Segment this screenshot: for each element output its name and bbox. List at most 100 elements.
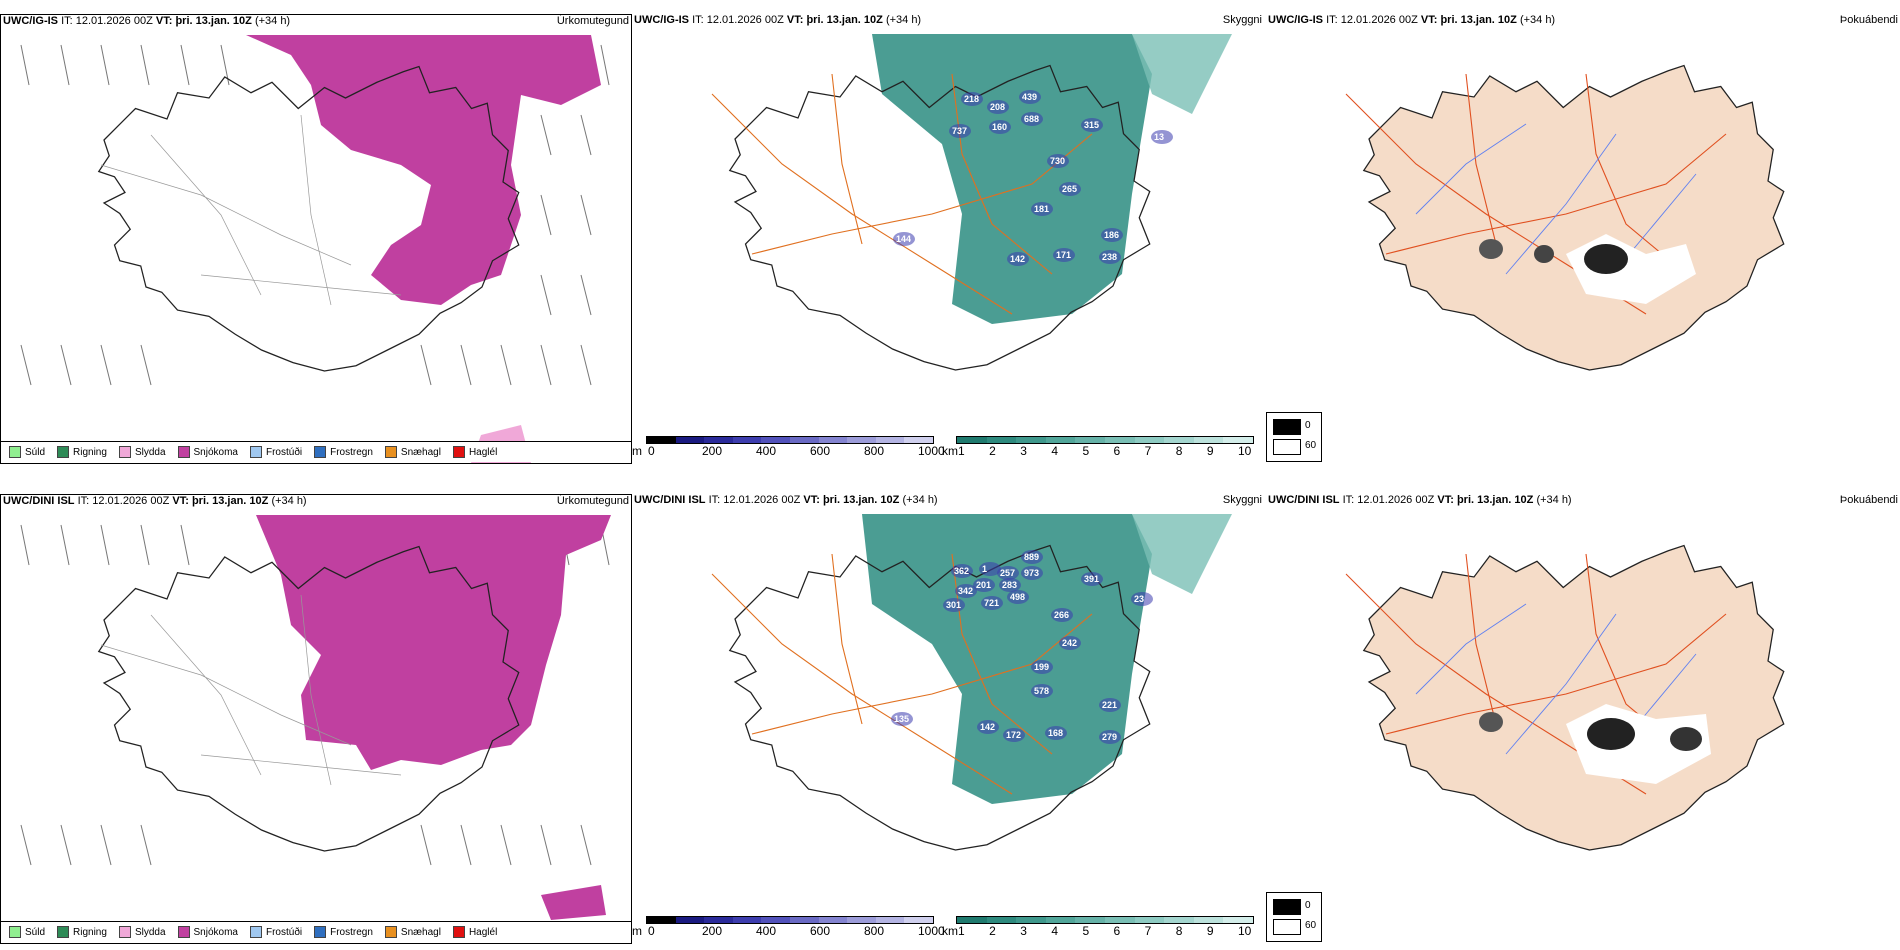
ceiling-label-bg <box>999 578 1021 592</box>
panel-title-row1-cloud: UWC/IG-IS IT: 12.01.2026 00Z VT: þri. 13… <box>634 14 921 26</box>
ceiling-value-label: 257 <box>1000 568 1015 578</box>
ceiling-label-bg <box>1045 726 1067 740</box>
colorbar-cell <box>1223 437 1253 443</box>
legend-swatch <box>9 446 21 458</box>
legend-label: Slydda <box>134 926 166 938</box>
ceiling-label-bg <box>943 598 965 612</box>
visibility-colorbar-row1: km 1 2 3 4 5 6 7 8 9 10 <box>942 434 1262 460</box>
panel-type-label: Skyggni <box>1222 494 1262 506</box>
ceiling-label-bg <box>997 566 1019 580</box>
legend-label: Frostúði <box>265 926 303 938</box>
ceiling-value-label: 242 <box>1062 638 1077 648</box>
ceiling-value-label: 160 <box>992 122 1007 132</box>
panel-title-row2-cloud: UWC/DINI ISL IT: 12.01.2026 00Z VT: þri.… <box>634 494 938 506</box>
fog-map-row1 <box>1345 64 1785 371</box>
model-name: UWC/IG-IS <box>1268 14 1323 26</box>
legend-swatch <box>177 926 190 938</box>
ceiling-value-label: 578 <box>1034 686 1049 696</box>
vt-value: þri. 13.jan. 10Z <box>1440 14 1517 26</box>
ceiling-value-label: 315 <box>1084 120 1099 130</box>
panel-title-row2-precip: UWC/DINI ISL IT: 12.01.2026 00Z VT: þri.… <box>3 495 307 507</box>
colorbar-tick: 4 <box>1051 924 1059 938</box>
cloud-panel-row1: 218 208 439 737 160 688 315 13 730 265 181 186 144 14… <box>632 14 1264 462</box>
colorbar-tick: 9 <box>1206 924 1214 938</box>
fog-panel-row2: UWC/DINI ISL IT: 12.01.2026 00Z VT: þri.… <box>1266 494 1900 942</box>
ceiling-label-bg <box>1059 636 1081 650</box>
colorbar-tick: 5 <box>1082 444 1090 458</box>
ceiling-label-bg <box>1019 90 1041 104</box>
precip-legend-item: Rigning <box>57 926 107 938</box>
legend-label: Frostúði <box>265 446 303 458</box>
legend-label: Snæhagl <box>400 446 441 458</box>
colorbar-cell <box>957 917 987 923</box>
legend-label: Haglél <box>468 446 498 458</box>
ceiling-colorbar-row2: m 0 200 400 600 800 1000 <box>632 914 945 940</box>
precip-legend-item: Frostúði <box>249 926 303 938</box>
colorbar-tick: 1 <box>958 444 965 458</box>
fog-legend-swatch <box>1273 419 1301 435</box>
colorbar-cell <box>1164 917 1194 923</box>
legend-swatch <box>249 446 262 458</box>
colorbar-tick: 0 <box>648 444 655 458</box>
model-name: UWC/DINI ISL <box>3 495 75 507</box>
colorbar-cell <box>789 437 819 443</box>
colorbar-tick: 0 <box>648 924 655 938</box>
colorbar-cell <box>1193 917 1224 923</box>
vt-label: VT: <box>172 495 189 507</box>
ceiling-label-bg <box>961 92 983 106</box>
colorbar-tick: 5 <box>1082 924 1090 938</box>
legend-label: Slydda <box>134 446 166 458</box>
panel-type-label: Skyggni <box>1222 14 1262 26</box>
it-value: 12.01.2026 00Z <box>723 494 801 506</box>
colorbar-tick: 3 <box>1020 924 1027 938</box>
ceiling-value-label: 208 <box>990 102 1005 112</box>
vt-value: þri. 13.jan. 10Z <box>806 14 883 26</box>
colorbar-tick: 9 <box>1206 444 1214 458</box>
panel-type-label: Úrkomutegund <box>556 495 629 507</box>
ceiling-value-label: 266 <box>1054 610 1069 620</box>
panel-title-row1-fog: UWC/IG-IS IT: 12.01.2026 00Z VT: þri. 13… <box>1268 14 1555 26</box>
vt-label: VT: <box>1437 494 1454 506</box>
colorbar-cell <box>1045 437 1076 443</box>
precip-legend-item: Haglél <box>452 446 498 458</box>
ceiling-label-bg <box>1007 252 1029 266</box>
colorbar-cell <box>647 437 676 443</box>
ceiling-label-bg <box>979 562 1001 576</box>
ceiling-value-label: 301 <box>946 600 961 610</box>
legend-swatch <box>118 446 131 458</box>
lead-time: (+34 h) <box>271 495 307 507</box>
colorbar-tick: 800 <box>864 924 885 938</box>
colorbar-cell <box>875 437 905 443</box>
colorbar-tick: 4 <box>1051 444 1059 458</box>
colorbar-cell <box>1223 917 1253 923</box>
colorbar-cell <box>818 917 848 923</box>
ceiling-label-bg <box>1099 250 1121 264</box>
colorbar-cell <box>704 917 733 923</box>
ceiling-label-bg <box>981 596 1003 610</box>
precip-type-panel-row1: UWC/IG-IS IT: 12.01.2026 00Z VT: þri. 13… <box>0 14 632 464</box>
ceiling-value-label: 172 <box>1006 730 1021 740</box>
ceiling-value-label: 23 <box>1134 594 1144 604</box>
vt-label: VT: <box>155 15 173 27</box>
ceiling-value-label: 13 <box>1154 132 1164 142</box>
model-name: UWC/DINI ISL <box>1268 494 1340 506</box>
ceiling-label-bg <box>1081 572 1103 586</box>
ceiling-label-bg <box>989 120 1011 134</box>
lead-time: (+34 h) <box>254 15 291 27</box>
ceiling-value-label: 498 <box>1010 592 1025 602</box>
legend-swatch <box>177 446 190 458</box>
precip-legend-row1: Súld Rigning Slydda Snjókoma Frostúði Frostre… <box>1 441 631 462</box>
fog-legend-swatch <box>1273 899 1301 915</box>
colorbar-tick: 1 <box>958 924 965 938</box>
colorbar-unit: km <box>942 444 958 458</box>
lead-time: (+34 h) <box>1519 14 1556 26</box>
colorbar-cell <box>675 917 705 923</box>
colorbar-cell <box>789 917 819 923</box>
colorbar-tick: 8 <box>1175 924 1183 938</box>
legend-label: Snæhagl <box>400 926 441 938</box>
legend-label: Rigning <box>73 446 107 458</box>
colorbar-cell <box>957 437 987 443</box>
legend-swatch <box>314 446 327 458</box>
ceiling-value-label: 181 <box>1034 204 1049 214</box>
ceiling-value-label: 142 <box>1010 254 1025 264</box>
